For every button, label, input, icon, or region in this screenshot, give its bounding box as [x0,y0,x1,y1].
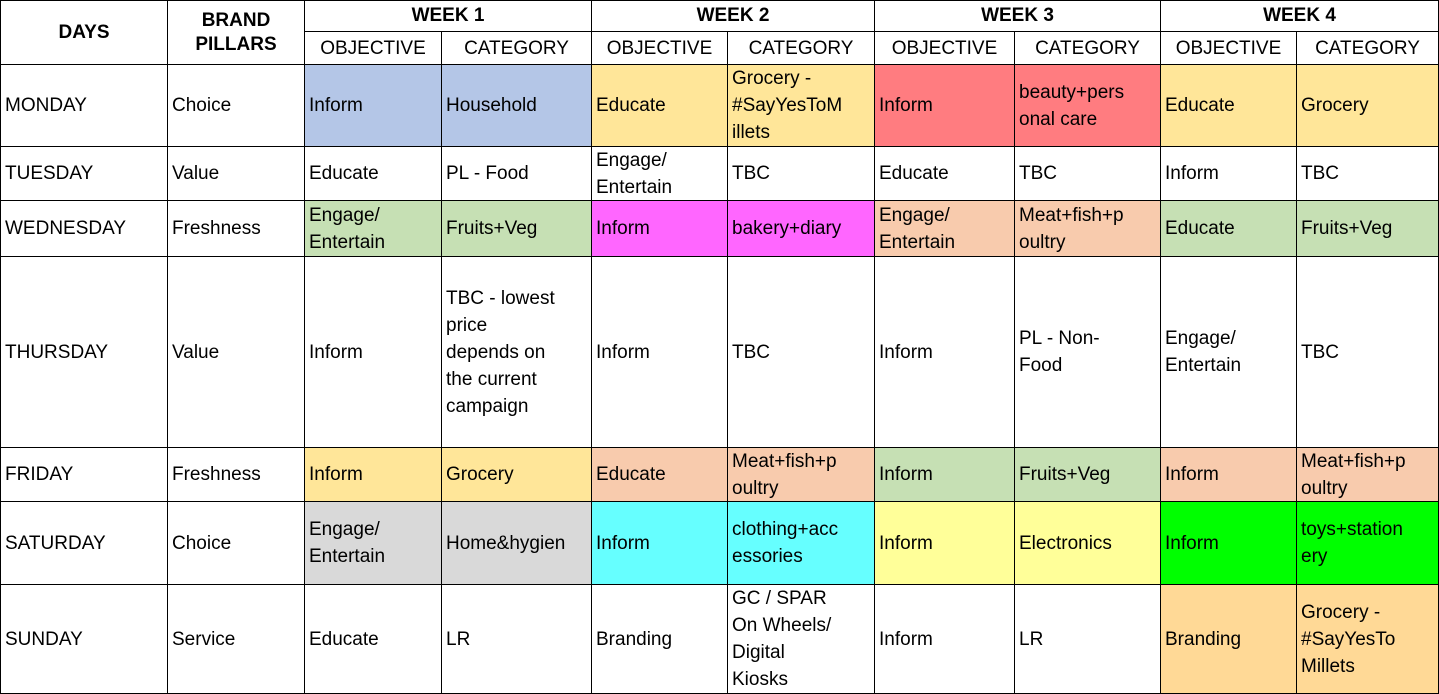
header-category-week-4: CATEGORY [1297,32,1439,65]
day-cell: THURSDAY [0,257,168,448]
objective-cell-week-1: Engage/ Entertain [305,201,442,257]
header-objective-week-2: OBJECTIVE [592,32,728,65]
objective-cell-week-2: Inform [592,502,728,585]
objective-cell-week-2: Educate [592,448,728,502]
header-category-week-1: CATEGORY [442,32,592,65]
objective-cell-week-2: Inform [592,257,728,448]
objective-cell-week-3: Inform [875,448,1015,502]
objective-cell-week-3: Inform [875,502,1015,585]
category-cell-week-4: TBC [1297,147,1439,201]
objective-cell-week-3: Engage/ Entertain [875,201,1015,257]
category-cell-week-4: Grocery [1297,65,1439,147]
objective-cell-week-4: Branding [1161,585,1297,694]
objective-cell-week-4: Inform [1161,502,1297,585]
category-cell-week-3: Meat+fish+p oultry [1015,201,1161,257]
category-cell-week-1: TBC - lowest price depends on the curren… [442,257,592,448]
day-cell: SUNDAY [0,585,168,694]
pillar-cell: Choice [168,502,305,585]
category-cell-week-3: Fruits+Veg [1015,448,1161,502]
pillar-cell: Service [168,585,305,694]
header-days: DAYS [0,0,168,65]
header-week-1: WEEK 1 [305,0,592,32]
objective-cell-week-3: Inform [875,65,1015,147]
category-cell-week-4: TBC [1297,257,1439,448]
objective-cell-week-4: Educate [1161,201,1297,257]
header-category-week-3: CATEGORY [1015,32,1161,65]
header-category-week-2: CATEGORY [728,32,875,65]
category-cell-week-2: bakery+diary [728,201,875,257]
objective-cell-week-1: Educate [305,585,442,694]
pillar-cell: Freshness [168,201,305,257]
objective-cell-week-2: Inform [592,201,728,257]
objective-cell-week-2: Branding [592,585,728,694]
category-cell-week-1: Household [442,65,592,147]
objective-cell-week-1: Educate [305,147,442,201]
category-cell-week-3: LR [1015,585,1161,694]
pillar-cell: Value [168,257,305,448]
objective-cell-week-1: Inform [305,448,442,502]
pillar-cell: Value [168,147,305,201]
day-cell: MONDAY [0,65,168,147]
header-objective-week-3: OBJECTIVE [875,32,1015,65]
header-week-4: WEEK 4 [1161,0,1439,32]
category-cell-week-4: toys+station ery [1297,502,1439,585]
category-cell-week-2: clothing+acc essories [728,502,875,585]
objective-cell-week-3: Inform [875,585,1015,694]
objective-cell-week-1: Inform [305,257,442,448]
day-cell: FRIDAY [0,448,168,502]
category-cell-week-2: Meat+fish+p oultry [728,448,875,502]
day-cell: TUESDAY [0,147,168,201]
day-cell: WEDNESDAY [0,201,168,257]
category-cell-week-4: Grocery - #SayYesTo Millets [1297,585,1439,694]
objective-cell-week-2: Educate [592,65,728,147]
category-cell-week-2: TBC [728,257,875,448]
objective-cell-week-2: Engage/ Entertain [592,147,728,201]
header-week-2: WEEK 2 [592,0,875,32]
header-objective-week-1: OBJECTIVE [305,32,442,65]
objective-cell-week-1: Engage/ Entertain [305,502,442,585]
header-brand-pillars: BRAND PILLARS [168,0,305,65]
objective-cell-week-4: Inform [1161,448,1297,502]
category-cell-week-1: Home&hygien [442,502,592,585]
category-cell-week-1: Grocery [442,448,592,502]
objective-cell-week-1: Inform [305,65,442,147]
day-cell: SATURDAY [0,502,168,585]
objective-cell-week-3: Educate [875,147,1015,201]
category-cell-week-3: beauty+pers onal care [1015,65,1161,147]
objective-cell-week-4: Engage/ Entertain [1161,257,1297,448]
category-cell-week-1: Fruits+Veg [442,201,592,257]
header-week-3: WEEK 3 [875,0,1161,32]
header-objective-week-4: OBJECTIVE [1161,32,1297,65]
objective-cell-week-4: Educate [1161,65,1297,147]
category-cell-week-3: TBC [1015,147,1161,201]
category-cell-week-4: Fruits+Veg [1297,201,1439,257]
category-cell-week-2: Grocery - #SayYesToM illets [728,65,875,147]
category-cell-week-2: TBC [728,147,875,201]
category-cell-week-3: PL - Non- Food [1015,257,1161,448]
pillar-cell: Freshness [168,448,305,502]
category-cell-week-2: GC / SPAR On Wheels/ Digital Kiosks [728,585,875,694]
category-cell-week-3: Electronics [1015,502,1161,585]
category-cell-week-1: PL - Food [442,147,592,201]
pillar-cell: Choice [168,65,305,147]
category-cell-week-4: Meat+fish+p oultry [1297,448,1439,502]
objective-cell-week-3: Inform [875,257,1015,448]
objective-cell-week-4: Inform [1161,147,1297,201]
category-cell-week-1: LR [442,585,592,694]
